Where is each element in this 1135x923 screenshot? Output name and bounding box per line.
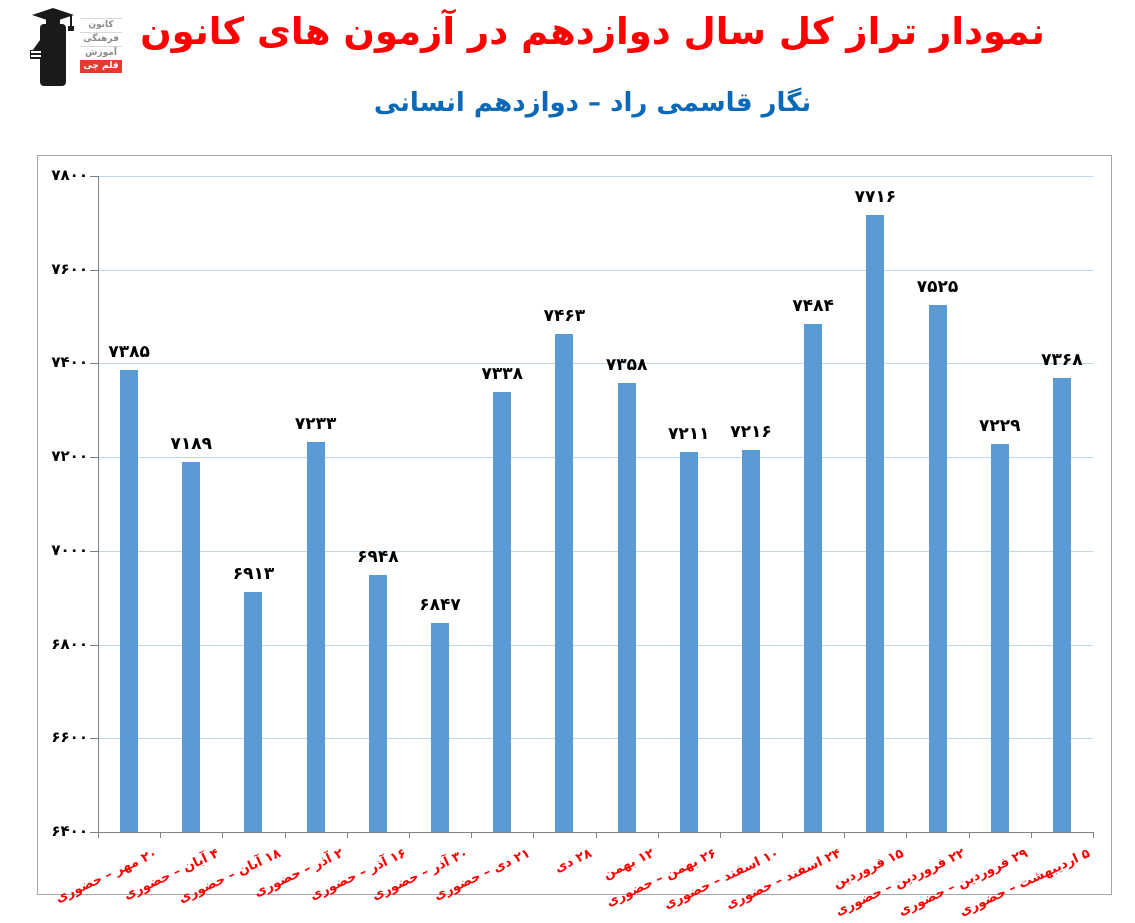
y-axis-tickmark: [90, 363, 98, 365]
x-axis-tickmark: [968, 832, 970, 838]
y-axis-tick-label: ۷۶۰۰: [51, 259, 88, 278]
bar: [120, 370, 139, 832]
kanoon-logo: کانون فرهنگی آموزش قلم چی: [26, 6, 122, 90]
bar: [306, 441, 325, 832]
gridline: [98, 738, 1093, 740]
x-axis-tickmark: [284, 832, 286, 838]
logo-line-3: آموزش: [80, 46, 122, 60]
y-axis-tickmark: [90, 738, 98, 740]
y-axis-tickmark: [90, 832, 98, 833]
chart-title: نمودار تراز کل سال دوازدهم در آزمون های …: [140, 10, 1045, 53]
x-axis-tickmark: [1030, 832, 1032, 838]
y-axis-tick-label: ۷۲۰۰: [51, 447, 88, 466]
x-axis-tickmark: [844, 832, 846, 838]
gridline: [98, 644, 1093, 646]
bar: [741, 449, 760, 832]
bar-value-label: ۷۲۱۶: [730, 421, 772, 442]
bar: [679, 451, 698, 832]
logo-badge: قلم چی: [80, 60, 122, 73]
chart-frame: ۷۸۰۰ ۷۶۰۰ ۷۴۰۰ ۷۲۰۰ ۷۰۰۰ ۶۸۰۰ ۶۶۰۰ ۶۴۰۰ ۷۳۸۵ ۲۰ م…: [37, 155, 1112, 920]
x-axis-tickmark: [408, 832, 410, 838]
bar-value-label: ۷۲۱۱: [668, 423, 710, 444]
y-axis-tickmark: [90, 176, 98, 177]
bar: [990, 443, 1009, 832]
bar-value-label: ۷۱۸۹: [170, 434, 213, 455]
bar-value-label: ۷۳۳۸: [481, 364, 523, 385]
x-axis-label: ۲۰ مهر – حضوری: [53, 846, 160, 907]
x-axis-tickmark: [1093, 832, 1094, 838]
chart-subtitle: نگار قاسمی راد – دوازدهم انسانی: [373, 88, 812, 118]
x-axis-label: ۲۸ دی: [553, 846, 595, 877]
bar-value-label: ۶۹۴۸: [357, 547, 399, 568]
gridline: [98, 269, 1093, 271]
bar: [182, 462, 201, 832]
x-axis-tickmark: [782, 832, 784, 838]
y-axis-tick-label: ۷۰۰۰: [51, 540, 88, 559]
x-axis-tickmark: [719, 832, 721, 838]
bar-value-label: ۷۳۸۵: [108, 342, 150, 363]
gridline: [98, 363, 1093, 365]
bar-value-label: ۷۳۵۸: [605, 355, 648, 376]
x-axis-tickmark: [533, 832, 535, 838]
x-axis-label: ۲۴ اسفند – حضوری: [723, 846, 844, 913]
bar: [368, 575, 387, 832]
y-axis-line: [98, 176, 99, 832]
x-axis-tickmark: [98, 832, 99, 838]
logo-text: کانون فرهنگی آموزش قلم چی: [80, 18, 122, 73]
bar: [493, 392, 512, 832]
bar-value-label: ۶۸۴۷: [419, 594, 461, 615]
gridline: [98, 176, 1093, 177]
bar-value-label: ۶۹۱۳: [232, 563, 275, 584]
logo-line-2: فرهنگی: [80, 32, 122, 46]
x-axis-tickmark: [657, 832, 659, 838]
x-axis-tickmark: [222, 832, 224, 838]
bar-value-label: ۷۲۳۳: [294, 413, 337, 434]
gridline: [98, 457, 1093, 459]
y-axis-tickmark: [90, 269, 98, 271]
y-axis-tick-label: ۶۴۰۰: [51, 822, 88, 840]
bar: [866, 215, 885, 832]
bar-value-label: ۷۳۶۸: [1041, 350, 1083, 371]
bar: [617, 383, 636, 832]
bar: [431, 622, 450, 832]
bar-value-label: ۷۴۸۴: [792, 296, 834, 317]
bar-value-label: ۷۷۱۶: [854, 187, 897, 208]
x-axis-tickmark: [160, 832, 162, 838]
bar: [555, 333, 574, 832]
bar: [804, 324, 823, 832]
bar-value-label: ۷۵۲۵: [916, 276, 959, 297]
graduate-icon: [30, 8, 74, 86]
y-axis-tick-label: ۶۶۰۰: [51, 728, 88, 747]
logo-line-1: کانون: [80, 18, 122, 32]
bar-value-label: ۷۲۲۹: [978, 415, 1021, 436]
y-axis-tickmark: [90, 550, 98, 552]
y-axis-tick-label: ۷۴۰۰: [51, 353, 88, 372]
bar: [244, 591, 263, 832]
x-axis-tickmark: [346, 832, 348, 838]
y-axis-tickmark: [90, 457, 98, 459]
x-axis-tickmark: [595, 832, 597, 838]
x-axis-tickmark: [471, 832, 473, 838]
y-axis-tickmark: [90, 644, 98, 646]
bar: [1052, 378, 1071, 832]
x-axis-tickmark: [906, 832, 908, 838]
gridline: [98, 550, 1093, 552]
bar: [928, 304, 947, 832]
y-axis-tick-label: ۷۸۰۰: [51, 166, 88, 184]
bar-value-label: ۷۴۶۳: [543, 305, 586, 326]
y-axis-tick-label: ۶۸۰۰: [51, 634, 88, 653]
